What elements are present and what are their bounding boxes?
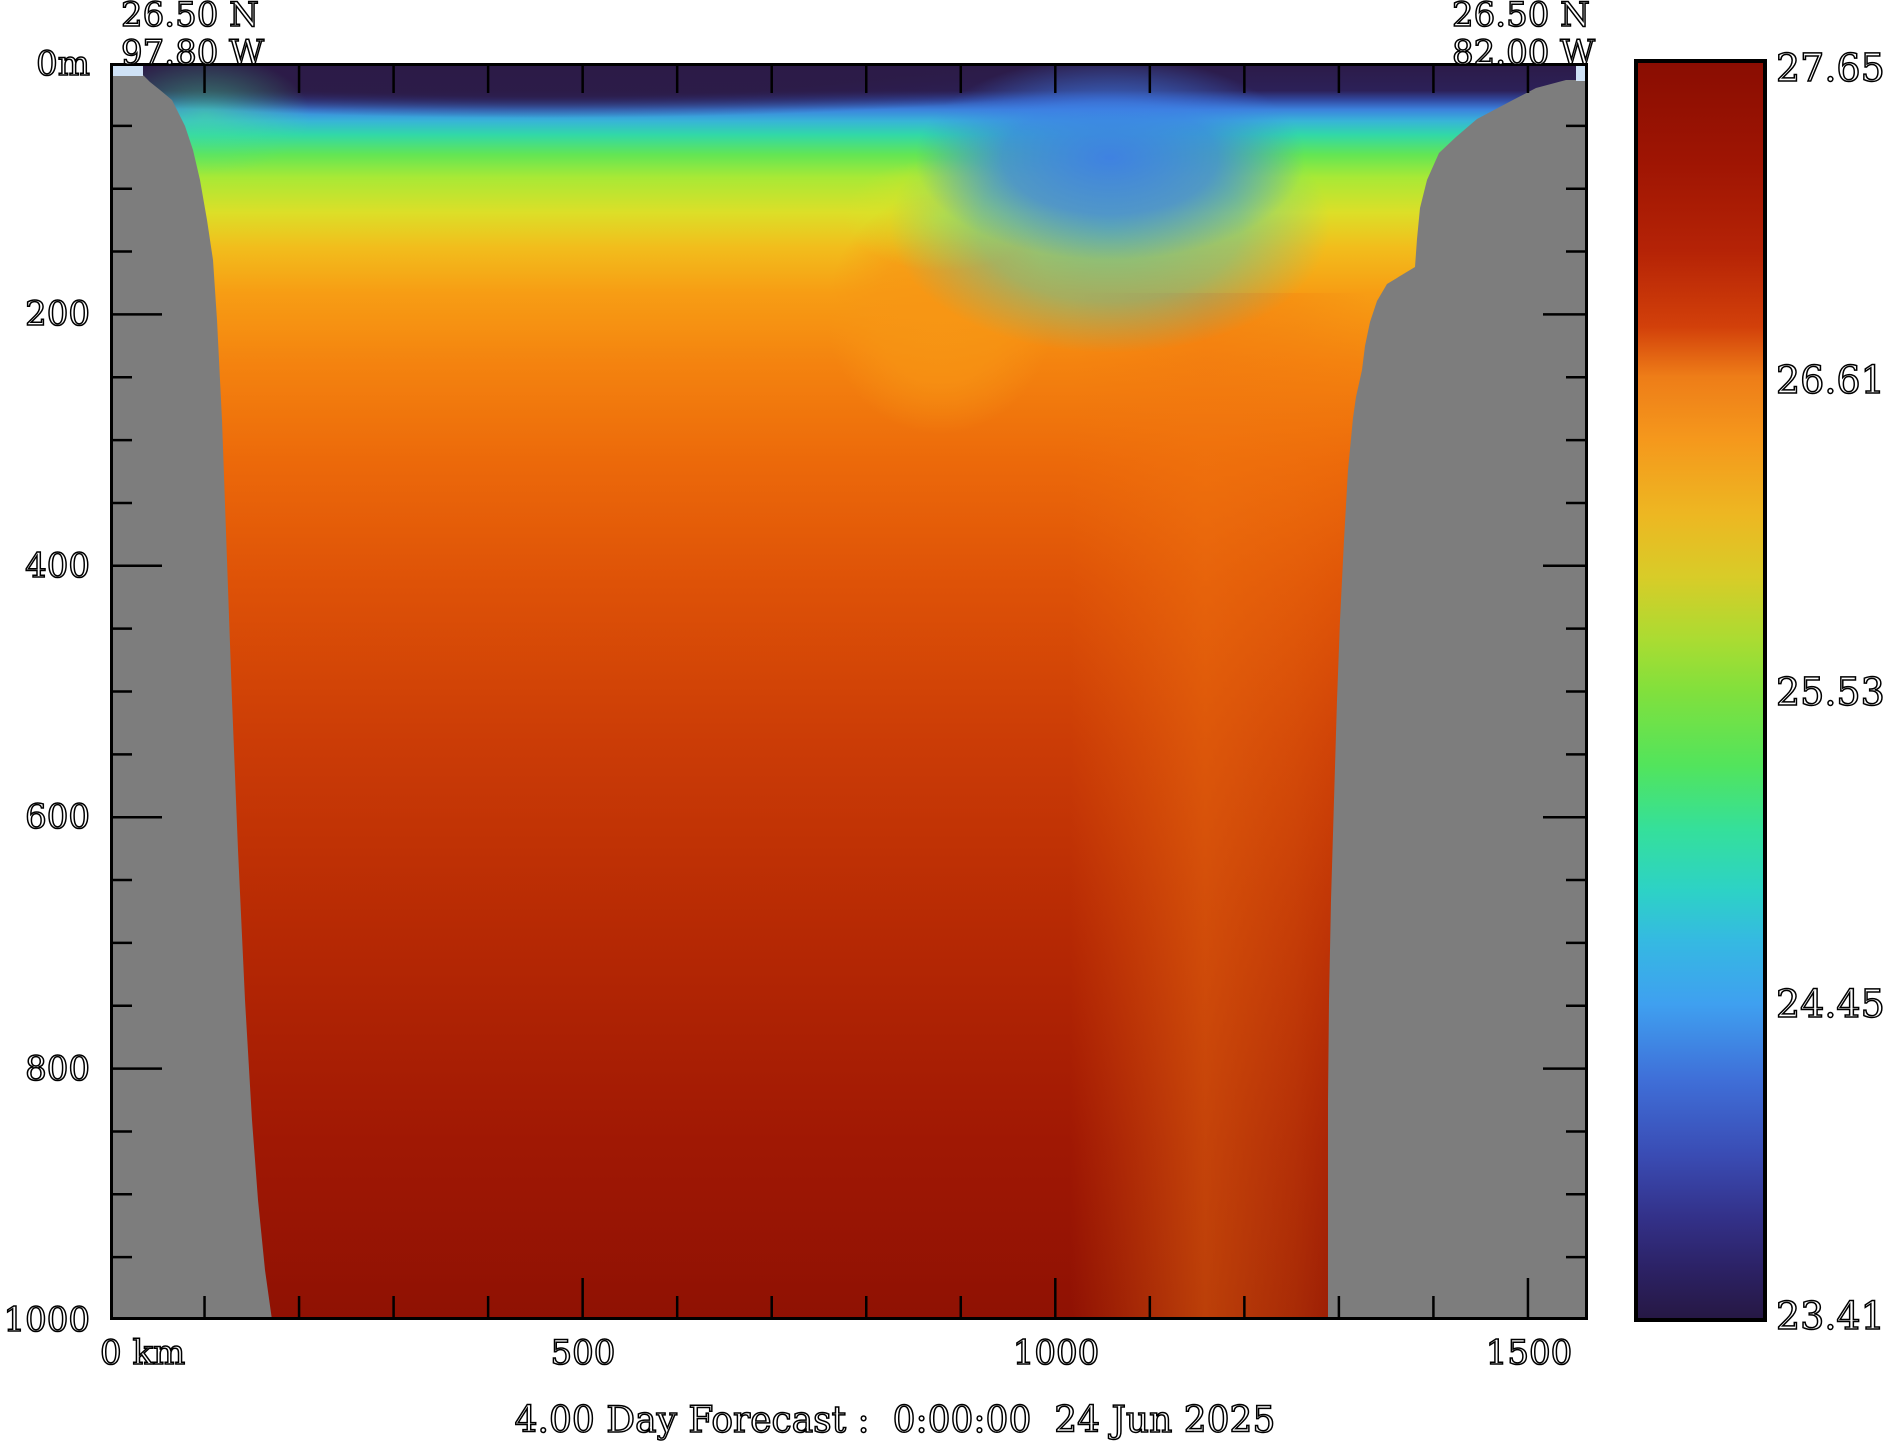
depth-label-600: 600 xyxy=(24,797,90,837)
depth-label-200: 200 xyxy=(24,294,90,334)
plot-frame xyxy=(110,63,1588,1320)
colorbar-label-3: 25.53 xyxy=(1775,670,1885,714)
loop-current-blue-pool xyxy=(915,63,1305,260)
section-end-lon: 82.00 W xyxy=(1451,33,1596,73)
section-plot xyxy=(110,63,1588,1320)
orange-descending-column xyxy=(1070,293,1370,1320)
section-start-lon: 97.80 W xyxy=(120,33,265,73)
colorbar-label-1: 27.65 xyxy=(1775,46,1885,90)
land-mask-west xyxy=(110,75,272,1320)
section-start-lat: 26.50 N xyxy=(120,0,259,35)
depth-label-0m: 0m xyxy=(35,44,90,84)
colorbar-label-5: 23.41 xyxy=(1775,1294,1885,1338)
depth-label-400: 400 xyxy=(24,546,90,586)
forecast-caption: 4.00 Day Forecast : 0:00:00 24 Jun 2025 xyxy=(514,1400,1276,1441)
surface-gap-west xyxy=(110,63,143,76)
distance-label-500: 500 xyxy=(550,1333,616,1373)
section-end-lat: 26.50 N xyxy=(1451,0,1590,35)
section-overlay xyxy=(110,63,1588,1320)
depth-label-1000: 1000 xyxy=(3,1300,91,1340)
colorbar xyxy=(1634,59,1767,1322)
colorbar-label-4: 24.45 xyxy=(1775,982,1885,1026)
land-mask-east xyxy=(1328,80,1588,1320)
distance-label-0km: 0 km xyxy=(99,1333,186,1373)
dark-surface-lens xyxy=(110,63,1180,118)
depth-label-800: 800 xyxy=(24,1049,90,1089)
distance-label-1000: 1000 xyxy=(1012,1333,1100,1373)
colorbar-label-2: 26.61 xyxy=(1775,358,1885,402)
distance-label-1500: 1500 xyxy=(1485,1333,1573,1373)
axis-ticks xyxy=(110,63,1588,1320)
